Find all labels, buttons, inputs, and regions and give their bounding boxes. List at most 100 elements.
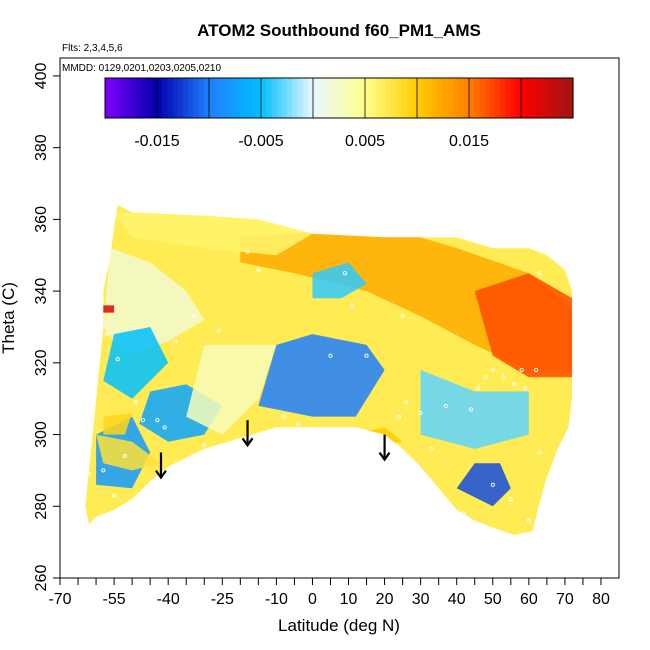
sample-point <box>155 418 160 423</box>
colorbar-swatch <box>115 78 122 118</box>
sample-point <box>400 314 405 319</box>
y-tick-label: 300 <box>33 421 50 448</box>
dates-note: MMDD: 0129,0201,0203,0205,0210 <box>62 63 221 74</box>
x-tick-label: 80 <box>592 591 610 608</box>
arrow-marker <box>155 452 167 480</box>
sample-point <box>104 332 109 337</box>
colorbar-swatch <box>365 78 371 118</box>
colorbar-swatch <box>417 78 423 118</box>
colorbar-swatch <box>219 78 226 118</box>
sample-point <box>122 454 127 459</box>
patches <box>96 212 573 532</box>
colorbar-swatch <box>562 78 569 118</box>
sample-point <box>191 314 196 319</box>
colorbar-swatch <box>370 78 376 118</box>
sample-point <box>534 367 539 373</box>
sample-point <box>469 407 474 412</box>
sample-point <box>256 267 261 272</box>
sample-point <box>281 414 286 419</box>
colorbar-swatch <box>536 78 543 118</box>
colorbar-swatch <box>167 78 174 118</box>
colorbar-swatch <box>235 78 241 118</box>
sample-point <box>342 271 347 276</box>
x-tick-label: 50 <box>484 591 502 608</box>
colorbar-swatch <box>495 78 501 118</box>
colorbar-swatch <box>484 78 491 118</box>
y-tick-label: 360 <box>33 206 50 233</box>
colorbar-swatch <box>177 78 184 118</box>
sample-point <box>328 353 333 358</box>
colorbar-swatch <box>479 78 486 118</box>
sample-point <box>490 482 495 487</box>
sample-point <box>429 446 434 451</box>
colorbar-swatch <box>328 78 335 118</box>
plot-frame <box>59 57 620 579</box>
colorbar-swatch <box>209 78 215 118</box>
x-tick-label: -70 <box>48 591 71 608</box>
colorbar-swatch <box>318 78 324 118</box>
colorbar-swatch <box>313 78 319 118</box>
colorbar-swatch <box>120 78 127 118</box>
colorbar-swatch <box>172 78 179 118</box>
colorbar-swatch <box>271 78 278 118</box>
colorbar-swatch <box>344 78 350 118</box>
colorbar-swatch <box>261 78 267 118</box>
sample-point <box>375 436 380 441</box>
sample-point <box>512 382 517 387</box>
colorbar-swatch <box>224 78 231 118</box>
colorbar-swatch <box>146 78 153 118</box>
colorbar-swatch <box>437 78 444 118</box>
colorbar-swatch <box>391 78 397 118</box>
colorbar-swatch <box>505 78 512 118</box>
sample-point <box>112 493 117 498</box>
colorbar-swatch <box>385 78 392 118</box>
x-tick-label: 0 <box>308 591 317 608</box>
sample-point <box>216 328 221 333</box>
colorbar-swatch <box>427 78 434 118</box>
sample-point <box>162 425 167 430</box>
field-patch <box>186 344 277 435</box>
x-tick-label: -10 <box>265 591 288 608</box>
sample-point <box>501 375 506 380</box>
colorbar-swatch <box>489 78 496 118</box>
arrow-marker <box>241 420 254 448</box>
arrow-marker <box>378 434 391 462</box>
sample-point <box>133 400 138 405</box>
colorbar-swatch <box>229 78 236 118</box>
colorbar-swatch <box>339 78 345 118</box>
colorbar-swatch <box>297 78 304 118</box>
heat-field <box>85 205 573 535</box>
sample-point <box>519 367 524 373</box>
colorbar-swatch <box>552 78 558 118</box>
sample-point <box>418 410 423 416</box>
field-patch <box>312 262 367 299</box>
x-tick-label: 30 <box>412 591 430 608</box>
sample-point <box>476 385 481 390</box>
x-tick-label: 20 <box>376 591 394 608</box>
colorbar-swatch <box>198 78 205 118</box>
colorbar-swatch <box>526 78 532 118</box>
colorbar-swatch <box>359 78 366 118</box>
colorbar-swatch <box>333 78 340 118</box>
y-tick-label: 380 <box>33 134 50 161</box>
colorbar-swatch <box>521 78 527 118</box>
colorbar-swatch <box>203 78 210 118</box>
colorbar-swatch <box>567 78 574 118</box>
field-patch <box>420 370 529 449</box>
colorbar-swatch <box>323 78 330 118</box>
field-patch <box>103 327 169 399</box>
sample-point <box>202 443 207 448</box>
colorbar-swatch <box>448 78 454 118</box>
sample-point <box>396 414 402 419</box>
colorbar-swatch <box>188 78 194 118</box>
colorbar-swatch <box>458 78 465 118</box>
colorbar-swatch <box>162 78 168 118</box>
colorbar-swatch <box>281 78 288 118</box>
colorbar-swatch <box>354 78 361 118</box>
x-axis: -70 -55 -40 -25 -10 0 10 20 30 40 50 60 70 80 <box>48 578 610 608</box>
colorbar-swatch <box>443 78 449 118</box>
colorbar-swatch <box>541 78 548 118</box>
sample-point <box>526 518 531 523</box>
colorbar-swatch <box>131 78 137 118</box>
